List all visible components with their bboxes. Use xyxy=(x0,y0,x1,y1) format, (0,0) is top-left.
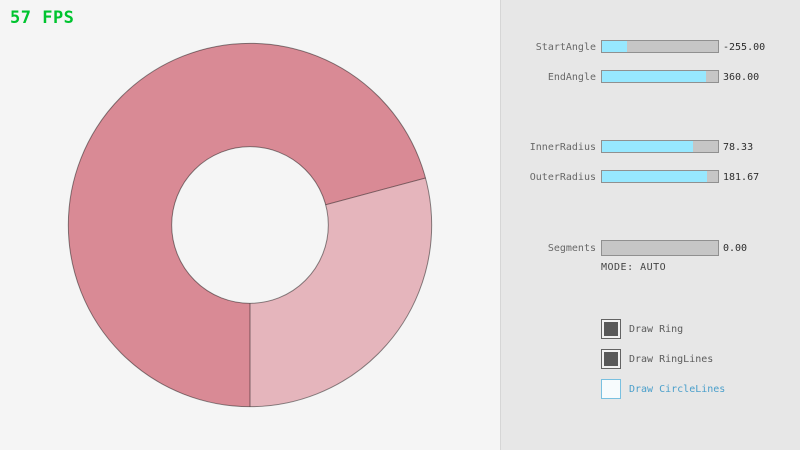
fps-counter: 57 FPS xyxy=(10,8,75,28)
segments-mode-text: MODE: AUTO xyxy=(601,262,667,273)
slider-value: 181.67 xyxy=(723,172,760,183)
ring-edge-line xyxy=(325,177,426,206)
slider-label: StartAngle xyxy=(535,42,596,53)
ring-sector xyxy=(68,43,426,407)
slider-label: Segments xyxy=(547,243,596,254)
ring-outer-outline xyxy=(67,42,433,408)
controls-panel: StartAngle -255.00 EndAngle 360.00 Inner… xyxy=(500,0,800,450)
draw-circlelines-checkbox-row: Draw CircleLines xyxy=(601,379,725,399)
draw-circlelines-checkbox[interactable] xyxy=(601,379,621,399)
checkbox-label: Draw CircleLines xyxy=(629,383,726,395)
segments-slider[interactable] xyxy=(601,240,719,256)
slider-label: InnerRadius xyxy=(529,142,596,153)
slider-label: OuterRadius xyxy=(529,172,596,183)
slider-row: EndAngle 360.00 xyxy=(501,70,800,83)
end-angle-slider[interactable] xyxy=(601,70,719,83)
slider-row: StartAngle -255.00 xyxy=(501,40,800,53)
slider-value: 360.00 xyxy=(723,72,760,83)
slider-fill xyxy=(602,41,628,52)
slider-row: Segments 0.00 xyxy=(501,240,800,256)
checkmark-icon xyxy=(604,322,618,336)
draw-ringlines-checkbox-row: Draw RingLines xyxy=(601,349,713,369)
ring-inner-outline xyxy=(171,146,329,304)
slider-value: 78.33 xyxy=(723,142,754,153)
ring-canvas: 57 FPS xyxy=(10,8,433,408)
checkmark-icon xyxy=(604,352,618,366)
outer-radius-slider[interactable] xyxy=(601,170,719,183)
inner-radius-slider[interactable] xyxy=(601,140,719,153)
slider-fill xyxy=(602,171,708,182)
slider-value: 0.00 xyxy=(723,243,748,254)
slider-fill xyxy=(602,71,707,82)
slider-value: -255.00 xyxy=(723,42,766,53)
ring-drawing xyxy=(67,42,433,408)
slider-fill xyxy=(602,141,693,152)
slider-row: OuterRadius 181.67 xyxy=(501,170,800,183)
ring-sector xyxy=(250,177,432,407)
slider-label: EndAngle xyxy=(547,72,596,83)
checkbox-label: Draw RingLines xyxy=(629,353,714,365)
checkbox-label: Draw Ring xyxy=(629,323,684,335)
draw-ringlines-checkbox[interactable] xyxy=(601,349,621,369)
start-angle-slider[interactable] xyxy=(601,40,719,53)
draw-ring-checkbox-row: Draw Ring xyxy=(601,319,683,339)
slider-row: InnerRadius 78.33 xyxy=(501,140,800,153)
draw-ring-checkbox[interactable] xyxy=(601,319,621,339)
